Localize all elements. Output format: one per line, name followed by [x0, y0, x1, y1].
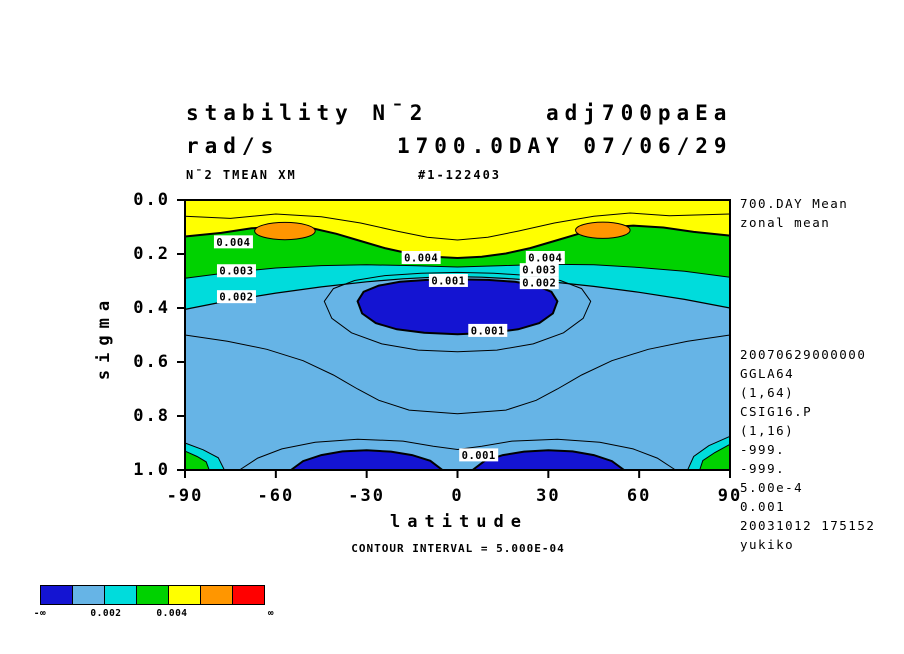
file-info: 20070629000000 GGLA64 (1,64) CSIG16.P (1… [740, 345, 875, 554]
colorbar-swatch [200, 585, 233, 605]
experiment-name: adj700paEa [546, 101, 733, 125]
svg-text:0.002: 0.002 [219, 292, 253, 304]
x-axis-title: latitude [390, 512, 528, 532]
svg-text:0.001: 0.001 [462, 450, 496, 462]
svg-text:0.002: 0.002 [522, 278, 556, 290]
annotation-line: zonal mean [740, 215, 831, 230]
colorbar-swatch [104, 585, 137, 605]
info-line: 20031012 175152 [740, 518, 876, 533]
y-tick-label: 0.4 [133, 298, 170, 318]
run-id: #1-122403 [418, 168, 502, 182]
info-line: (1,16) [740, 423, 795, 438]
info-line: 5.00e-4 [740, 480, 804, 495]
info-line: -999. [740, 442, 786, 457]
colorbar-swatch [232, 585, 265, 605]
svg-text:0.003: 0.003 [522, 265, 556, 277]
units-label: rad/s [186, 134, 280, 158]
y-tick-label: 0.2 [133, 244, 170, 264]
colorbar-label: 0.004 [156, 608, 188, 619]
colorbar-label: ∞ [267, 608, 275, 619]
svg-text:0.004: 0.004 [404, 253, 438, 265]
colorbar-swatch [168, 585, 201, 605]
mean-annotations: 700.DAY Mean zonal mean [740, 194, 848, 232]
x-tick-label: 60 [626, 486, 652, 506]
colorbar-swatch [72, 585, 105, 605]
info-line: (1,64) [740, 385, 795, 400]
x-tick-label: -90 [166, 486, 204, 506]
colorbar-swatch [40, 585, 73, 605]
contour-interval-note: CONTOUR INTERVAL = 5.000E-04 [351, 542, 565, 555]
y-axis-title: sigma [94, 293, 114, 381]
info-line: GGLA64 [740, 366, 795, 381]
y-tick-label: 0.0 [133, 190, 170, 210]
day-date-label: 1700.0DAY 07/06/29 [397, 134, 733, 158]
y-tick-label: 0.8 [133, 406, 170, 426]
annotation-line: 700.DAY Mean [740, 196, 849, 211]
contour-plot: 0.0040.0030.0020.0040.0010.0040.0030.002… [177, 199, 731, 478]
y-tick-label: 0.6 [133, 352, 170, 372]
x-tick-label: -60 [257, 486, 295, 506]
colorbar [40, 585, 265, 605]
x-tick-label: 90 [717, 486, 743, 506]
y-tick-label: 1.0 [133, 460, 170, 480]
info-line: 0.001 [740, 499, 786, 514]
svg-text:0.004: 0.004 [216, 237, 250, 249]
info-line: CSIG16.P [740, 404, 813, 419]
x-tick-label: -30 [348, 486, 386, 506]
x-tick-label: 0 [451, 486, 464, 506]
svg-text:0.004: 0.004 [528, 253, 562, 265]
colorbar-swatch [136, 585, 169, 605]
info-line: 20070629000000 [740, 347, 867, 362]
variable-meta: N¯2 TMEAN XM [186, 168, 297, 182]
colorbar-label: -∞ [33, 608, 47, 619]
svg-text:0.003: 0.003 [219, 266, 253, 278]
plot-title: stability N¯2 [186, 101, 429, 125]
svg-text:0.001: 0.001 [431, 275, 465, 287]
info-line: yukiko [740, 537, 795, 552]
svg-text:0.001: 0.001 [471, 325, 505, 337]
info-line: -999. [740, 461, 786, 476]
colorbar-label: 0.002 [90, 608, 122, 619]
x-tick-label: 30 [536, 486, 561, 506]
